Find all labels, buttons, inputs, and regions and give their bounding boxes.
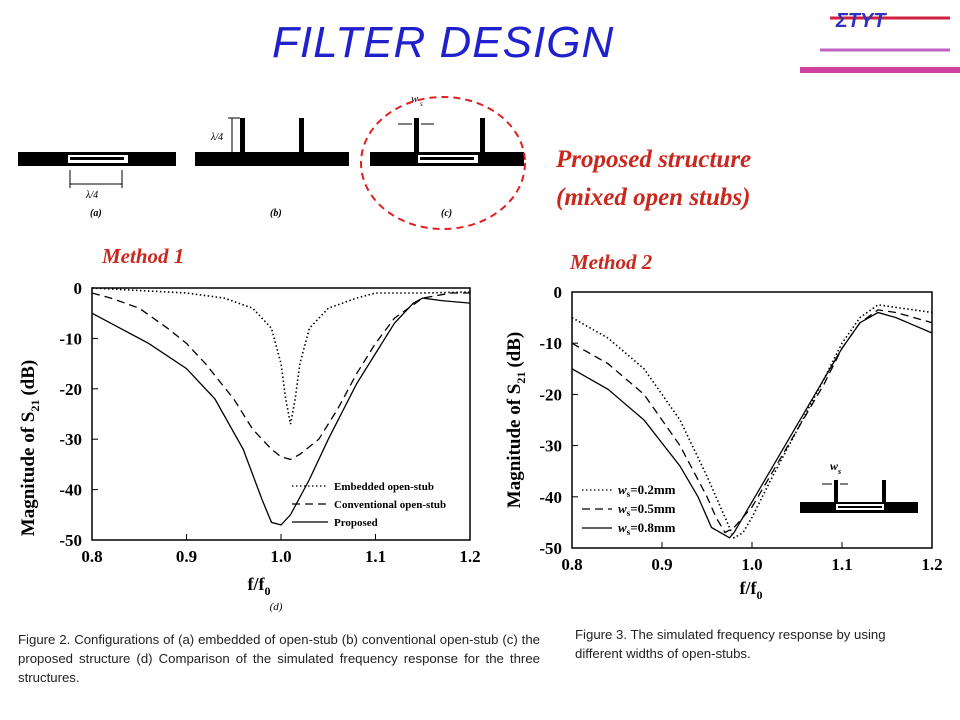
chart1-plot-area: 0.8 0.9 1.0 1.1 1.2 0 -10 -20 -30 -40 -50 Embedded … bbox=[59, 279, 480, 566]
chart2-ylabel-unit: (dB) bbox=[504, 332, 525, 368]
chart1-ytick-label: 0 bbox=[74, 279, 83, 298]
chart2-inset-structure: ws bbox=[800, 459, 918, 513]
chart2-legend-label: ws=0.2mm bbox=[618, 482, 676, 499]
diagram-a-label: (a) bbox=[90, 208, 102, 219]
chart2-ytick-label: 0 bbox=[554, 283, 563, 302]
chart1-ylabel: Magnitude of S21 (dB) bbox=[18, 360, 42, 536]
logo-graphic bbox=[800, 16, 960, 73]
chart1-xtick-label: 1.0 bbox=[270, 547, 291, 566]
method-1-label: Method 1 bbox=[102, 244, 185, 268]
highlight-ellipse bbox=[360, 96, 526, 230]
proposed-structure-subtitle: (mixed open stubs) bbox=[556, 184, 751, 211]
chart2-series-3 bbox=[571, 311, 933, 539]
chart1-xlabel-sub: 0 bbox=[265, 584, 271, 598]
chart1-panel-label: (d) bbox=[270, 601, 283, 613]
svg-text:ws: ws bbox=[830, 459, 841, 476]
chart2-ytick-label: -40 bbox=[539, 488, 562, 507]
chart1-xtick-label: 1.2 bbox=[459, 547, 480, 566]
diagram-b-dim-label: λ/4 bbox=[210, 132, 223, 143]
chart2-ytick-label: -10 bbox=[539, 334, 562, 353]
svg-text:Magnitude of S21(dB): Magnitude of S21 (dB) bbox=[18, 360, 42, 536]
diagram-c-dim-label: w bbox=[411, 93, 419, 105]
chart2-xtick-label: 1.0 bbox=[741, 555, 762, 574]
figure-2-caption: Figure 2. Configurations of (a) embedded… bbox=[18, 632, 540, 685]
chart1-legend-label: Conventional open-stub bbox=[334, 499, 446, 511]
chart1-series-1 bbox=[91, 287, 471, 425]
chart1-xtick-label: 0.9 bbox=[176, 547, 197, 566]
chart2-ytick-label: -50 bbox=[539, 539, 562, 558]
diagram-b-line bbox=[195, 152, 349, 166]
logo-text: ΣΤΥΤ bbox=[836, 10, 886, 32]
diagram-b: λ/4 (b) bbox=[195, 117, 349, 219]
chart1-xtick-label: 1.1 bbox=[365, 547, 386, 566]
diagram-a: λ/4 (a) bbox=[18, 152, 176, 219]
chart1-ytick-label: -10 bbox=[59, 329, 82, 348]
chart2-xtick-label: 1.2 bbox=[921, 555, 942, 574]
chart1-series-2 bbox=[91, 292, 470, 461]
diagram-a-stub bbox=[70, 157, 124, 160]
chart1-legend-label: Embedded open-stub bbox=[334, 481, 434, 493]
chart2-series-1 bbox=[571, 303, 933, 539]
diagram-b-stub-2 bbox=[299, 118, 304, 154]
diagram-c-stub-1 bbox=[414, 118, 419, 154]
chart2-legend-label: ws=0.8mm bbox=[618, 520, 676, 537]
chart1-xlabel-main: f/f bbox=[248, 574, 266, 594]
diagram-c: w s (c) bbox=[360, 93, 526, 230]
chart2-ylabel: Magnitude of S21 (dB) bbox=[504, 332, 528, 508]
chart2-legend-label: ws=0.5mm bbox=[618, 501, 676, 518]
chart2-xlabel-main: f/f bbox=[740, 578, 758, 598]
chart2-ylabel-main: Magnitude of S bbox=[504, 384, 525, 509]
chart1-ylabel-main: Magnitude of S bbox=[18, 412, 39, 537]
chart2-xtick-label: 0.9 bbox=[651, 555, 672, 574]
chart2-xtick-label: 1.1 bbox=[831, 555, 852, 574]
chart1-ytick-label: -40 bbox=[59, 481, 82, 500]
slide-title: FILTER DESIGN bbox=[272, 18, 615, 67]
chart1-ytick-label: -20 bbox=[59, 380, 82, 399]
structure-diagrams: λ/4 (a) λ/4 (b) w s (c) bbox=[18, 93, 526, 230]
chart1-ytick-label: -30 bbox=[59, 430, 82, 449]
diagram-c-embedded-stub bbox=[420, 157, 474, 160]
chart1-series-3 bbox=[91, 297, 471, 526]
chart1-ylabel-sub: 21 bbox=[28, 400, 42, 412]
diagram-c-label: (c) bbox=[441, 208, 452, 219]
chart2-ytick-label: -20 bbox=[539, 385, 562, 404]
chart2-plot-area: 0.8 0.9 1.0 1.1 1.2 0 -10 -20 -30 -40 -50 ws=0.2mm w… bbox=[539, 283, 942, 574]
chart2-xtick-label: 0.8 bbox=[561, 555, 582, 574]
diagram-c-stub-2 bbox=[480, 118, 485, 154]
chart1-legend-label: Proposed bbox=[334, 517, 378, 529]
figure-3-caption: Figure 3. The simulated frequency respon… bbox=[575, 627, 886, 661]
svg-text:Magnitude of S21(dB): Magnitude of S21 (dB) bbox=[504, 332, 528, 508]
chart1-xtick-label: 0.8 bbox=[81, 547, 102, 566]
proposed-structure-title: Proposed structure bbox=[556, 146, 752, 173]
diagram-b-stub-1 bbox=[240, 118, 245, 154]
chart1-ylabel-unit: (dB) bbox=[18, 360, 39, 396]
diagram-c-dim-sub: s bbox=[420, 100, 423, 108]
svg-text:f/f0: f/f0 bbox=[740, 578, 763, 602]
chart2-series-2 bbox=[571, 309, 933, 534]
chart2-xlabel-sub: 0 bbox=[757, 588, 763, 602]
chart1-ytick-label: -50 bbox=[59, 531, 82, 550]
chart-method-2: Magnitude of S21 (dB) 0.8 0.9 1.0 1.1 1.2 0 -10… bbox=[504, 283, 943, 602]
diagram-b-label: (b) bbox=[270, 208, 282, 219]
chart-method-1: Magnitude of S21 (dB) 0.8 0.9 1.0 1.1 1.2 0 -10… bbox=[18, 279, 481, 613]
chart2-ylabel-sub: 21 bbox=[514, 372, 528, 384]
chart2-inset-label-main: w bbox=[830, 459, 839, 473]
diagram-a-dim-label: λ/4 bbox=[85, 190, 98, 201]
svg-text:f/f0: f/f0 bbox=[248, 574, 271, 598]
chart2-ytick-label: -30 bbox=[539, 437, 562, 456]
chart2-inset-label-sub: s bbox=[837, 467, 841, 476]
method-2-label: Method 2 bbox=[570, 250, 653, 274]
